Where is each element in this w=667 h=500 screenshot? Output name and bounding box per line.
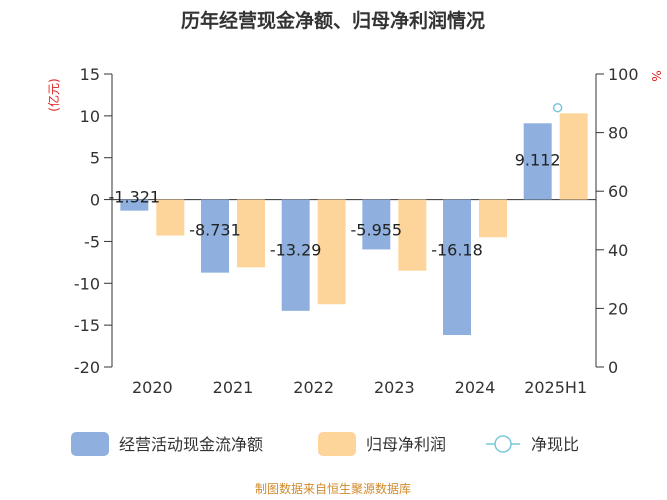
left-tick-label: 10	[80, 107, 100, 126]
left-tick-label: 0	[90, 191, 100, 210]
cashflow-value-label: -13.29	[270, 241, 322, 260]
left-tick-label: 15	[80, 65, 100, 84]
cashflow-bar	[443, 199, 471, 336]
x-tick-label: 2022	[293, 378, 334, 397]
source-note: 制图数据来自恒生聚源数据库	[255, 481, 411, 496]
axes: 15 10 5 0 -5 -10 -15 -20 100 80 60 40 20 0 2020 2021 202…	[74, 65, 639, 397]
cashflow-value-label: -8.731	[189, 221, 241, 240]
chart-title: 历年经营现金净额、归母净利润情况	[181, 9, 485, 32]
left-tick-label: -15	[74, 316, 100, 335]
net-profit-bar	[156, 199, 185, 236]
bar-labels: -1.321 -8.731 -13.29 -5.955 -16.18 9.112	[109, 150, 561, 259]
x-tick-label: 2025H1	[524, 378, 587, 397]
left-axis-unit: (亿元)	[46, 78, 61, 111]
legend-swatch-cashflow	[71, 432, 109, 456]
left-tick-label: -20	[74, 358, 100, 377]
cashflow-bar	[201, 199, 229, 273]
net-profit-bar	[317, 199, 346, 305]
legend-label-ratio: 净现比	[531, 435, 579, 454]
cashflow-bar	[120, 199, 149, 211]
legend-label-cashflow: 经营活动现金流净额	[119, 435, 263, 454]
cashflow-value-label: -1.321	[109, 188, 161, 207]
right-tick-label: 40	[608, 241, 628, 260]
cashflow-bar	[362, 199, 391, 250]
cashflow-value-label: -5.955	[351, 221, 403, 240]
left-tick-label: -5	[84, 232, 100, 251]
ratio-marker	[552, 102, 563, 113]
legend-swatch-net-profit	[318, 432, 356, 456]
cashflow-value-label: -16.18	[431, 241, 483, 260]
net-profit-bar	[398, 199, 427, 271]
right-tick-label: 100	[608, 65, 639, 84]
legend-marker-ratio	[494, 435, 512, 453]
legend: 经营活动现金流净额 归母净利润 净现比	[71, 432, 579, 456]
x-tick-label: 2023	[374, 378, 415, 397]
ratio-markers	[552, 102, 563, 113]
right-axis-unit: %	[649, 70, 663, 81]
left-tick-label: 5	[90, 149, 100, 168]
net-profit-bar	[237, 199, 265, 268]
right-tick-label: 80	[608, 124, 628, 143]
x-tick-label: 2021	[213, 378, 254, 397]
bars	[120, 113, 588, 336]
net-profit-bar	[559, 113, 588, 200]
net-profit-bar	[479, 199, 507, 238]
right-tick-label: 60	[608, 182, 628, 201]
right-tick-label: 20	[608, 299, 628, 318]
cashflow-bar	[523, 123, 552, 200]
x-tick-label: 2024	[455, 378, 496, 397]
legend-label-net-profit: 归母净利润	[366, 435, 446, 454]
x-tick-label: 2020	[132, 378, 173, 397]
right-tick-label: 0	[608, 358, 618, 377]
cashflow-bar	[281, 199, 310, 311]
left-tick-label: -10	[74, 274, 100, 293]
cashflow-value-label: 9.112	[515, 150, 561, 169]
